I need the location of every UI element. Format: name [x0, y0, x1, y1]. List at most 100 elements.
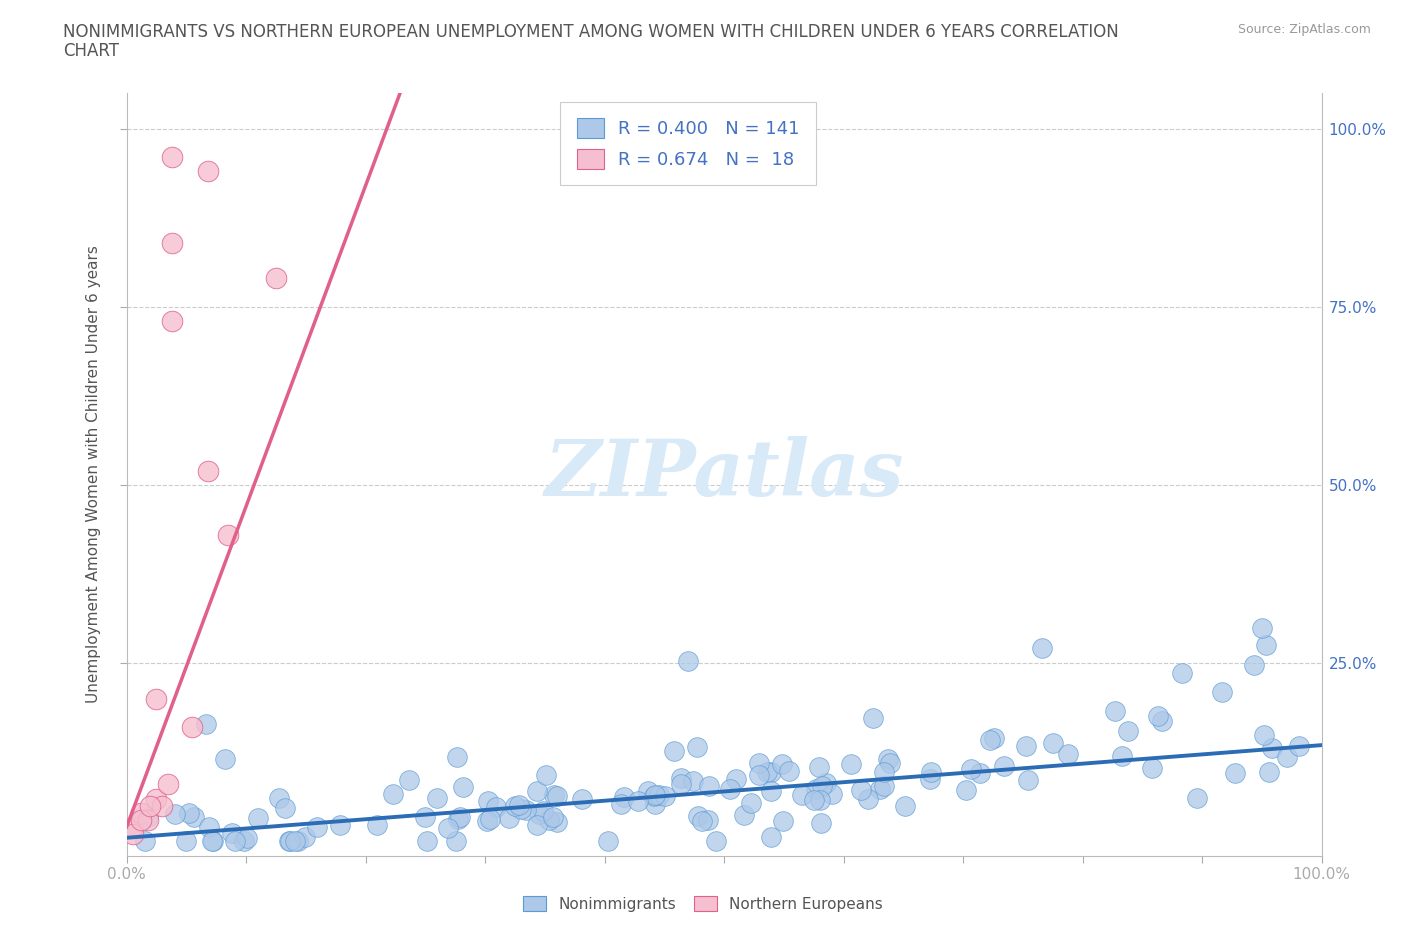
Point: [960, 762, 983, 777]
Point: [1150, 713, 1173, 728]
Point: [1057, 747, 1080, 762]
Point: [329, 817, 352, 832]
Point: [447, 812, 470, 827]
Point: [136, 810, 159, 825]
Point: [841, 756, 863, 771]
Point: [214, 751, 236, 766]
Point: [1211, 685, 1233, 700]
Point: [181, 720, 204, 735]
Point: [686, 739, 709, 754]
Point: [485, 799, 508, 814]
Point: [498, 810, 520, 825]
Point: [449, 810, 471, 825]
Point: [475, 814, 498, 829]
Point: [163, 806, 186, 821]
Point: [810, 815, 832, 830]
Point: [1015, 738, 1038, 753]
Point: [145, 791, 167, 806]
Point: [121, 819, 143, 834]
Point: [202, 834, 225, 849]
Point: [287, 834, 309, 849]
Point: [979, 732, 1001, 747]
Point: [748, 768, 770, 783]
Point: [682, 774, 704, 789]
Point: [284, 834, 307, 849]
Point: [696, 813, 718, 828]
Point: [1254, 638, 1277, 653]
Point: [546, 789, 568, 804]
Text: ZIPatlas: ZIPatlas: [544, 436, 904, 512]
Text: NONIMMIGRANTS VS NORTHERN EUROPEAN UNEMPLOYMENT AMONG WOMEN WITH CHILDREN UNDER : NONIMMIGRANTS VS NORTHERN EUROPEAN UNEMP…: [63, 23, 1119, 41]
Point: [759, 764, 782, 779]
Point: [197, 164, 219, 179]
Point: [1116, 724, 1139, 738]
Point: [637, 784, 659, 799]
Point: [546, 815, 568, 830]
Point: [969, 765, 991, 780]
Point: [201, 834, 224, 849]
Point: [772, 814, 794, 829]
Point: [531, 804, 554, 818]
Point: [534, 768, 557, 783]
Point: [648, 788, 671, 803]
Point: [644, 796, 666, 811]
Point: [145, 691, 167, 706]
Point: [436, 821, 458, 836]
Point: [278, 834, 301, 849]
Point: [704, 834, 727, 849]
Point: [894, 799, 917, 814]
Point: [803, 792, 825, 807]
Point: [277, 834, 299, 849]
Point: [955, 782, 977, 797]
Point: [873, 778, 896, 793]
Point: [879, 755, 901, 770]
Point: [1147, 709, 1170, 724]
Point: [662, 743, 685, 758]
Point: [807, 760, 830, 775]
Point: [598, 834, 620, 849]
Point: [398, 773, 420, 788]
Point: [451, 779, 474, 794]
Point: [869, 782, 891, 797]
Point: [157, 777, 180, 791]
Point: [221, 825, 243, 840]
Point: [862, 711, 884, 725]
Point: [733, 807, 755, 822]
Point: [541, 809, 564, 824]
Point: [197, 463, 219, 478]
Point: [756, 764, 779, 779]
Point: [778, 764, 800, 778]
Point: [176, 834, 198, 849]
Point: [740, 796, 762, 811]
Point: [676, 654, 699, 669]
Point: [1185, 790, 1208, 805]
Point: [307, 819, 329, 834]
Point: [150, 798, 174, 813]
Point: [246, 810, 269, 825]
Point: [129, 805, 152, 820]
Point: [669, 770, 692, 785]
Point: [759, 783, 782, 798]
Point: [697, 778, 720, 793]
Point: [160, 150, 183, 165]
Point: [183, 810, 205, 825]
Point: [217, 527, 239, 542]
Legend: Nonimmigrants, Northern Europeans: Nonimmigrants, Northern Europeans: [517, 889, 889, 918]
Point: [654, 788, 676, 803]
Point: [920, 771, 942, 786]
Point: [1104, 703, 1126, 718]
Point: [444, 834, 467, 849]
Point: [1257, 764, 1279, 779]
Point: [821, 787, 844, 802]
Point: [1260, 740, 1282, 755]
Point: [790, 788, 813, 803]
Point: [426, 790, 449, 805]
Point: [724, 772, 747, 787]
Point: [983, 730, 1005, 745]
Point: [515, 803, 537, 817]
Point: [136, 813, 159, 828]
Point: [529, 806, 551, 821]
Point: [526, 817, 548, 832]
Point: [477, 794, 499, 809]
Point: [644, 788, 666, 803]
